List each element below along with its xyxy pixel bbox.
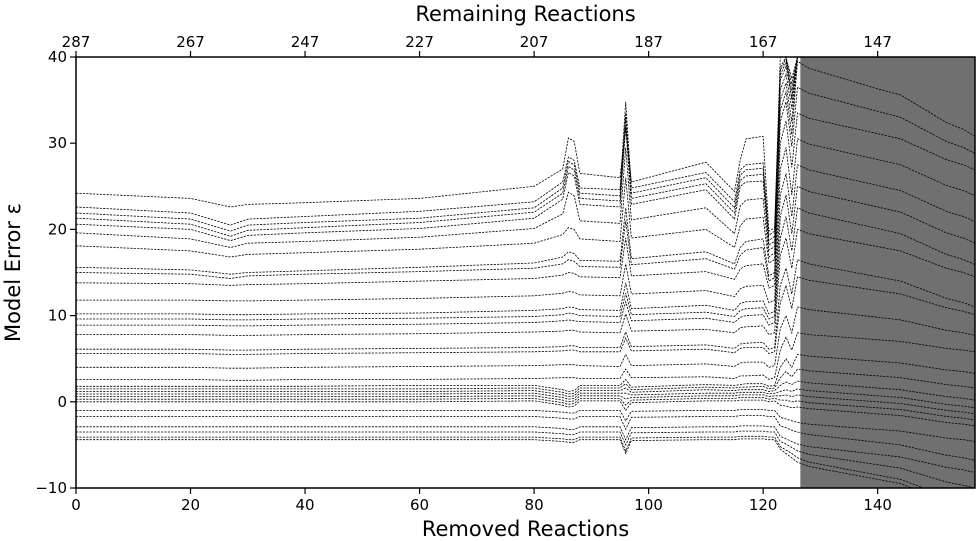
series-line-26	[76, 399, 976, 427]
series-line-8	[75, 60, 976, 277]
series-line-27	[76, 409, 976, 442]
series-line-10	[75, 112, 976, 289]
series-line-18	[76, 306, 976, 369]
series-line-21	[76, 368, 976, 395]
x-tick-label: 60	[410, 496, 429, 514]
series-layer	[75, 55, 976, 489]
series-line-24	[76, 394, 976, 415]
series-line-32	[76, 438, 975, 489]
plot-frame	[75, 56, 976, 489]
shaded-region	[800, 57, 975, 488]
series-line-30	[76, 430, 976, 489]
top-tick-label: 167	[749, 33, 778, 51]
x-axis-title: Removed Reactions	[422, 517, 629, 541]
series-line-17	[76, 276, 976, 355]
x-tick-label: 120	[749, 496, 778, 514]
top-tick-label: 187	[634, 33, 663, 51]
series-line-14	[76, 207, 976, 327]
y-tick-label: 20	[48, 220, 67, 238]
bottom-x-axis: 0 20 40 60 80 100 120 140	[71, 488, 892, 514]
x-tick-label: 100	[634, 496, 663, 514]
top-axis-title: Remaining Reactions	[415, 2, 635, 26]
series-line-28	[76, 415, 976, 461]
series-line-12	[76, 164, 976, 316]
series-line-20	[76, 353, 976, 392]
series-line-9	[75, 86, 976, 282]
series-line-22	[76, 380, 976, 401]
y-tick-label: 30	[48, 134, 67, 152]
series-line-16	[76, 259, 976, 351]
series-line-19	[76, 332, 976, 381]
top-x-axis: 287 267 247 227 207 187 167 147	[62, 33, 892, 57]
top-tick-label: 207	[520, 33, 549, 51]
top-tick-label: 267	[176, 33, 205, 51]
y-tick-label: −10	[35, 479, 67, 497]
y-axis-title: Model Error ε	[1, 203, 25, 342]
x-tick-label: 80	[525, 496, 544, 514]
series-line-11	[76, 138, 976, 304]
series-line-29	[76, 425, 976, 473]
top-tick-label: 247	[291, 33, 320, 51]
series-line-31	[76, 435, 975, 489]
y-tick-label: 10	[48, 307, 67, 325]
x-tick-label: 20	[181, 496, 200, 514]
top-tick-label: 287	[62, 33, 91, 51]
series-line-15	[76, 228, 976, 336]
y-tick-label: 0	[57, 393, 67, 411]
series-line-25	[76, 397, 976, 421]
top-tick-label: 147	[863, 33, 892, 51]
series-line-13	[76, 185, 976, 321]
x-tick-label: 40	[295, 496, 314, 514]
top-tick-label: 227	[405, 33, 434, 51]
x-tick-label: 0	[71, 496, 81, 514]
series-line-23	[76, 388, 976, 409]
shaded-region-layer	[800, 57, 975, 488]
y-axis: −10 0 10 20 30 40	[35, 48, 76, 497]
series-line-5	[75, 56, 975, 251]
x-tick-label: 140	[863, 496, 892, 514]
y-tick-label: 40	[48, 48, 67, 66]
